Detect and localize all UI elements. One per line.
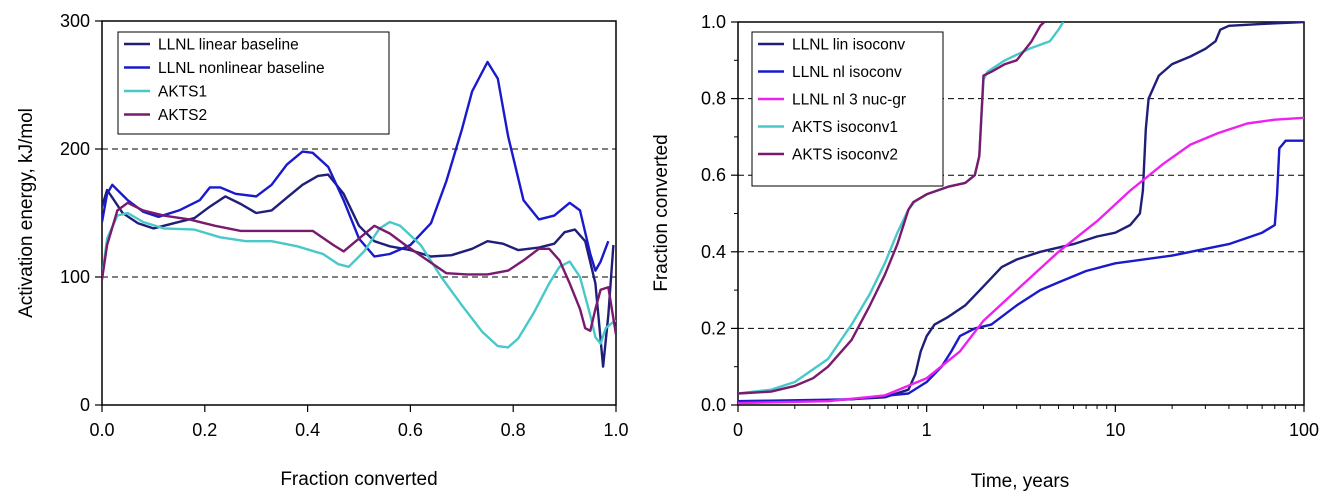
legend-label: LLNL nl isoconv	[792, 64, 902, 81]
y-axis-title-right: Fraction converted	[651, 134, 672, 291]
legend-box-right	[751, 31, 944, 187]
series-line-llnl-lin-isoconv	[738, 22, 1304, 403]
x-axis-title-right: Time, years	[971, 471, 1070, 491]
y-tick-label: 100	[60, 267, 90, 287]
y-tick-label: 0.2	[701, 318, 726, 338]
series-line-akts2	[102, 201, 616, 335]
legend-label: LLNL linear baseline	[158, 37, 299, 54]
series-line-akts-isoconv2	[738, 22, 1046, 395]
series-line-llnl-nl-3-nuc-gr	[738, 116, 1304, 405]
ticks-left: 0.0 0.2 0.4 0.6 0.8 1.0 0 100 200 300	[60, 11, 629, 440]
y-tick-label: 200	[60, 139, 90, 159]
y-tick-label: 0.8	[701, 89, 726, 109]
x-tick-label: 10	[1105, 420, 1125, 440]
legend-label: AKTS1	[158, 84, 207, 101]
x-tick-label: 0.4	[295, 420, 320, 440]
ticks-right: 0 1 10 100 0.0 0.2 0.4 0.6 0.8 1.0	[701, 12, 1319, 440]
x-tick-label: 1.0	[603, 420, 628, 440]
series-group-right	[738, 22, 1304, 405]
y-axis-title-left: Activation energy, kJ/mol	[16, 108, 37, 318]
x-tick-label: 0.6	[398, 420, 423, 440]
x-tick-label: 1	[922, 420, 932, 440]
chart-right: 0 1 10 100 0.0 0.2 0.4 0.6 0.8 1.0 Time, years Fr…	[651, 12, 1319, 491]
gridlines-left	[102, 148, 616, 278]
series-line-akts1	[102, 211, 616, 349]
legend-right: LLNL lin isoconv LLNL nl isoconv LLNL nl 3…	[758, 37, 906, 164]
series-line-llnl-nl-isoconv	[738, 139, 1304, 403]
y-tick-label: 0.6	[701, 165, 726, 185]
x-tick-label: 0.0	[89, 420, 114, 440]
x-tick-label: 0.8	[501, 420, 526, 440]
series-group-left	[102, 60, 616, 368]
legend-left: LLNL linear baseline LLNL nonlinear basel…	[124, 37, 325, 124]
x-tick-label: 100	[1289, 420, 1319, 440]
legend-label: AKTS isoconv1	[792, 119, 898, 136]
y-tick-label: 1.0	[701, 12, 726, 32]
y-tick-label: 300	[60, 11, 90, 31]
y-tick-label: 0	[80, 395, 90, 415]
y-tick-label: 0.0	[701, 395, 726, 415]
legend-label: AKTS isoconv2	[792, 147, 898, 164]
x-tick-label: 0	[733, 420, 743, 440]
x-axis-title-left: Fraction converted	[280, 469, 437, 490]
x-tick-label: 0.2	[192, 420, 217, 440]
series-line-llnl-linear-baseline	[102, 173, 615, 368]
legend-label: LLNL lin isoconv	[792, 37, 905, 54]
legend-label: AKTS2	[158, 107, 207, 124]
legend-label: LLNL nonlinear baseline	[158, 60, 325, 77]
chart-left: 0.0 0.2 0.4 0.6 0.8 1.0 0 100 200 300 Fraction co…	[16, 11, 629, 490]
legend-box-left	[117, 31, 390, 135]
legend-label: LLNL nl 3 nuc-gr	[792, 92, 906, 109]
y-tick-label: 0.4	[701, 242, 726, 262]
